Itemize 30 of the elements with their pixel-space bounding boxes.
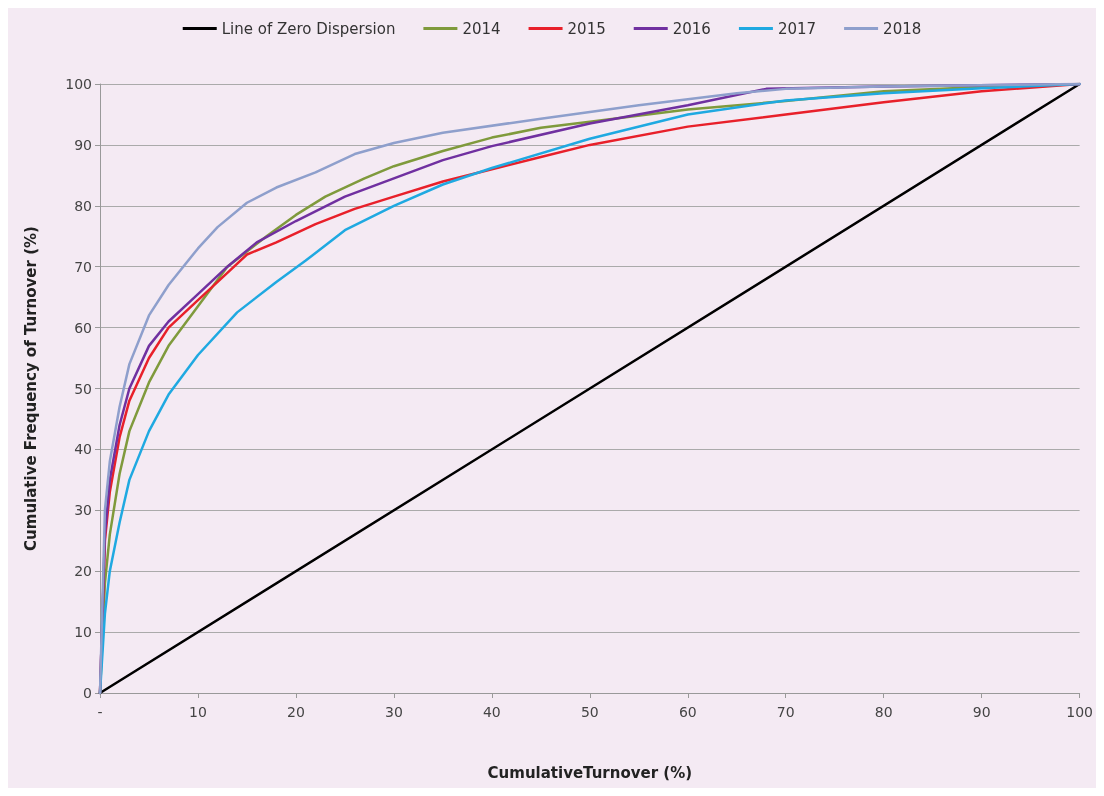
y-tick-label: 40 (74, 441, 92, 458)
legend-label: 2016 (672, 19, 711, 38)
x-tick-label: 90 (972, 704, 991, 720)
legend-label: 2015 (567, 19, 606, 38)
x-axis-title: CumulativeTurnover (%) (487, 763, 693, 782)
y-tick-label: 50 (74, 380, 92, 397)
y-tick-label: 20 (74, 563, 92, 580)
y-tick-label: 0 (83, 685, 92, 701)
y-tick-label: 30 (74, 502, 92, 519)
x-tick-label: 10 (189, 704, 207, 720)
x-tick-label: 60 (678, 704, 697, 720)
y-tick-label: 70 (74, 258, 92, 275)
y-tick-label: 80 (74, 197, 92, 214)
x-tick-label: - (97, 704, 103, 720)
x-tick-label: 100 (1066, 704, 1094, 720)
y-tick-label: 10 (74, 624, 92, 641)
x-tick-label: 80 (874, 704, 893, 720)
x-tick-label: 20 (287, 704, 305, 720)
y-tick-label: 90 (74, 136, 92, 153)
x-tick-label: 70 (776, 704, 795, 720)
legend-label: 2018 (883, 19, 922, 38)
y-tick-label: 100 (65, 76, 92, 92)
x-tick-label: 50 (580, 704, 599, 720)
legend-label: 2014 (462, 19, 501, 38)
legend-label: Line of Zero Dispersion (221, 19, 396, 38)
x-tick-label: 40 (482, 704, 501, 720)
y-tick-label: 60 (74, 319, 92, 336)
legend-label: 2017 (777, 19, 817, 38)
x-tick-label: 30 (384, 704, 403, 720)
y-axis-title: Cumulative Frequency of Turnover (%) (21, 226, 40, 551)
